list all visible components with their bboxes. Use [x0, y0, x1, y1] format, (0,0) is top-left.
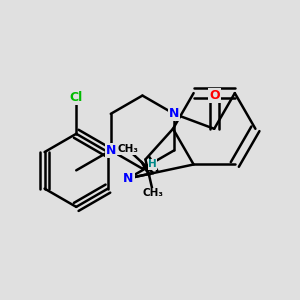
Text: N: N [123, 172, 134, 185]
Text: O: O [209, 89, 220, 102]
Text: Cl: Cl [70, 91, 83, 104]
Text: H: H [148, 159, 157, 170]
Text: N: N [169, 107, 179, 120]
Text: CH₃: CH₃ [118, 145, 139, 154]
Text: N: N [106, 144, 116, 157]
Text: CH₃: CH₃ [143, 188, 164, 198]
